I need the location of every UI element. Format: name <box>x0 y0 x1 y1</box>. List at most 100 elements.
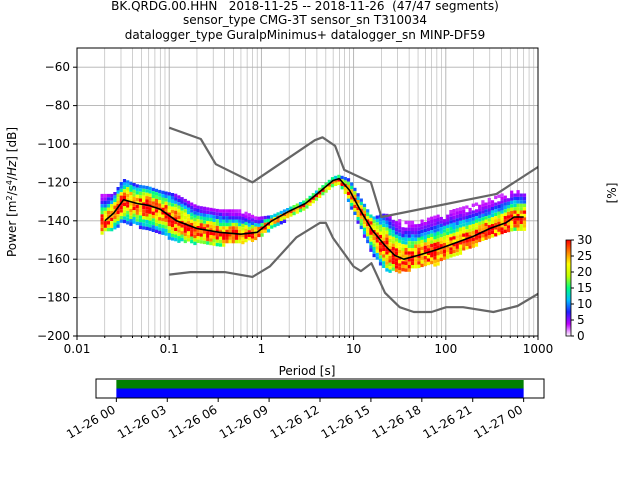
density-cell <box>449 250 453 255</box>
density-cell <box>497 221 501 226</box>
density-cell <box>209 221 213 225</box>
timeline-tick-label: 11-26 00 <box>64 402 118 441</box>
density-cell <box>196 236 200 240</box>
density-cell <box>490 200 495 204</box>
density-cell <box>433 215 437 219</box>
density-cell <box>446 231 450 235</box>
density-cell <box>359 225 363 230</box>
density-cell <box>439 247 443 251</box>
density-cell <box>142 195 146 199</box>
density-cell <box>314 197 319 201</box>
density-cell <box>462 206 466 210</box>
density-cell <box>151 215 155 219</box>
density-cell <box>250 221 255 225</box>
density-cell <box>417 237 421 241</box>
density-cell <box>513 193 517 197</box>
density-cell <box>212 218 216 222</box>
density-cell <box>222 212 226 217</box>
density-cell <box>385 227 389 231</box>
density-cell <box>474 212 479 217</box>
density-cell <box>404 231 408 235</box>
density-cell <box>241 213 245 217</box>
density-cell <box>151 228 155 232</box>
density-cell <box>350 202 354 207</box>
density-cell <box>260 229 264 234</box>
density-cell <box>225 209 229 213</box>
density-cell <box>423 235 427 239</box>
density-cell <box>228 239 232 244</box>
density-cell <box>494 202 498 206</box>
density-cell <box>468 231 472 236</box>
density-cell <box>154 209 159 213</box>
density-cell <box>212 232 216 236</box>
x-tick-label: 100 <box>434 342 457 356</box>
density-cell <box>430 250 434 254</box>
density-cell <box>308 199 312 203</box>
density-cell <box>289 206 293 210</box>
density-cell <box>474 226 479 230</box>
density-cell <box>500 203 504 207</box>
density-cell <box>174 207 178 211</box>
density-cell <box>314 190 319 194</box>
density-cell <box>382 230 386 234</box>
density-cell <box>385 241 389 245</box>
density-cell <box>404 237 408 242</box>
density-cell <box>282 209 287 213</box>
density-cell <box>391 219 395 224</box>
density-cell <box>116 204 120 208</box>
x-tick-label: 1000 <box>523 342 554 356</box>
density-cell <box>158 227 162 231</box>
density-cell <box>436 218 440 222</box>
density-cell <box>206 210 210 215</box>
density-cell <box>452 222 456 226</box>
density-cell <box>330 180 335 184</box>
density-cell <box>129 212 133 216</box>
colorbar-tick-label: 5 <box>577 313 585 327</box>
density-cell <box>190 239 194 244</box>
density-cell <box>106 227 111 232</box>
density-cell <box>490 207 495 211</box>
density-cell <box>452 226 456 230</box>
density-cell <box>238 222 242 227</box>
density-cell <box>186 234 191 239</box>
density-cell <box>522 200 527 204</box>
density-cell <box>113 219 117 223</box>
density-cell <box>487 228 491 232</box>
density-cell <box>375 242 379 247</box>
density-cell <box>318 187 322 192</box>
density-cell <box>382 220 386 224</box>
density-cell <box>103 207 107 211</box>
density-cell <box>478 218 482 222</box>
density-cell <box>126 207 130 211</box>
density-cell <box>410 265 415 269</box>
density-cell <box>247 233 251 237</box>
density-cell <box>327 183 331 187</box>
density-cell <box>494 216 498 220</box>
density-cell <box>212 228 216 233</box>
colorbar-gradient <box>565 239 572 337</box>
density-cell <box>177 212 181 216</box>
density-cell <box>385 244 389 248</box>
density-cell <box>471 210 475 214</box>
density-cell <box>430 254 434 258</box>
density-cell <box>519 227 523 231</box>
density-cell <box>164 194 168 199</box>
density-cell <box>234 239 239 244</box>
density-cell <box>222 219 226 223</box>
density-cell <box>174 214 178 218</box>
density-cell <box>183 219 187 223</box>
y-tick-label: −160 <box>37 252 70 266</box>
density-cell <box>206 217 210 221</box>
density-cell <box>398 232 402 237</box>
density-cell <box>164 215 168 219</box>
density-cell <box>417 251 421 255</box>
density-cell <box>522 196 527 201</box>
density-cell <box>468 218 472 222</box>
density-cell <box>426 241 431 245</box>
density-cell <box>481 210 485 214</box>
density-cell <box>506 201 511 205</box>
density-cell <box>465 212 469 216</box>
density-cell <box>442 222 447 226</box>
density-cell <box>100 217 104 222</box>
